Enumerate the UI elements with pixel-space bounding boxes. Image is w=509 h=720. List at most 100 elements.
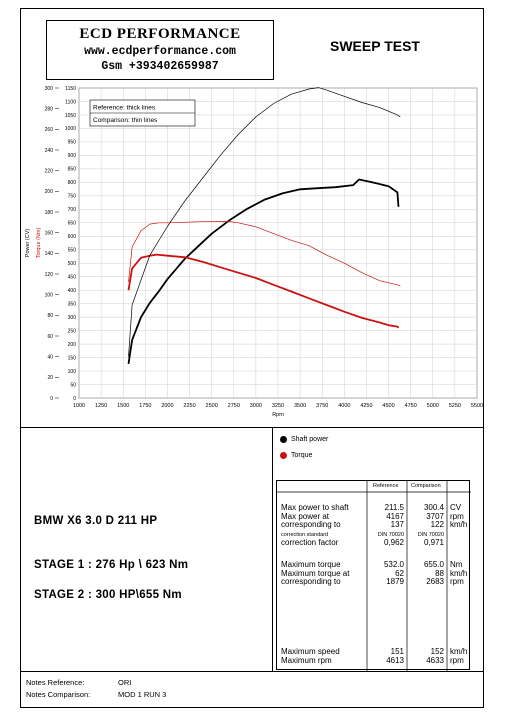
row-unit: km/h <box>450 520 468 529</box>
stage2-spec: STAGE 2 : 300 HP\655 Nm <box>34 589 182 601</box>
torque-axis-label: Torque (Nm) <box>36 228 42 259</box>
torque-tick-label: 700 <box>68 207 77 213</box>
annotation-reference: Reference: thick lines <box>93 105 156 112</box>
column-divider <box>272 427 273 671</box>
torque-tick-label: 750 <box>68 194 77 200</box>
torque-tick-label: 800 <box>68 180 77 186</box>
legend-torque-dot <box>280 452 287 459</box>
x-tick-label: 3750 <box>316 403 328 409</box>
x-tick-label: 1750 <box>139 403 151 409</box>
annotation-comparison: Comparison: thin lines <box>93 117 158 124</box>
row-unit: CV <box>450 503 462 512</box>
column-header-comparison: Comparison <box>411 483 441 489</box>
power-tick-label: 240 <box>45 148 54 154</box>
row-label: Maximum torque <box>281 560 341 569</box>
torque-tick-label: 1150 <box>65 86 76 92</box>
row-ref: DIN 70020 <box>377 532 404 538</box>
torque-tick-label: 650 <box>68 221 77 227</box>
x-tick-label: 3000 <box>250 403 262 409</box>
legend-torque-label: Torque <box>291 452 313 459</box>
power-tick-label: 140 <box>45 251 54 257</box>
row-cmp: 152 <box>430 647 444 656</box>
row-label: Maximum rpm <box>281 655 332 665</box>
row-unit: km/h <box>450 647 468 656</box>
torque-tick-label: 850 <box>68 167 77 173</box>
torque-tick-label: 1100 <box>65 99 76 105</box>
column-header-reference: Reference <box>373 483 399 489</box>
report-frame <box>20 8 484 708</box>
reference-torque-line <box>127 253 400 329</box>
row-label: corresponding to <box>281 577 341 586</box>
row-label: correction factor <box>281 538 339 547</box>
torque-tick-label: 450 <box>68 274 77 280</box>
car-model: BMW X6 3.0 D 211 HP <box>34 515 158 527</box>
power-tick-label: 220 <box>45 168 54 174</box>
test-title: SWEEP TEST <box>330 38 420 54</box>
row-ref: 4613 <box>386 655 404 665</box>
power-tick-label: 120 <box>45 272 54 278</box>
power-tick-label: 200 <box>45 189 54 195</box>
torque-tick-label: 300 <box>68 315 77 321</box>
row-cmp: 4633 <box>426 655 444 665</box>
row-cmp: 0,971 <box>423 538 444 547</box>
notes-reference-value: ORI <box>118 678 132 687</box>
power-tick-label: 180 <box>45 210 54 216</box>
x-tick-label: 5500 <box>471 403 483 409</box>
row-ref: 151 <box>390 647 404 656</box>
x-tick-label: 4750 <box>405 403 417 409</box>
legend-shaft-dot <box>280 436 287 443</box>
table-grid <box>277 481 471 671</box>
section-divider <box>20 427 484 428</box>
torque-tick-label: 1000 <box>65 126 76 132</box>
row-label: corresponding to <box>281 520 341 529</box>
row-ref: 1879 <box>386 577 404 586</box>
row-label: Max power at <box>281 511 330 521</box>
x-tick-label: 4250 <box>360 403 372 409</box>
x-tick-label: 3250 <box>272 403 284 409</box>
legend-shaft-power: Shaft power <box>280 436 328 443</box>
x-tick-label: 1000 <box>73 403 85 409</box>
company-logo-box: ECD PERFORMANCE www.ecdperformance.com G… <box>46 20 274 80</box>
torque-tick-label: 100 <box>68 369 77 375</box>
notes-comparison-value: MOD 1 RUN 3 <box>118 690 167 699</box>
torque-tick-label: 900 <box>68 153 77 159</box>
row-cmp: 122 <box>430 520 444 529</box>
x-tick-label: 5250 <box>449 403 461 409</box>
row-cmp: 88 <box>435 568 444 578</box>
dyno-chart: 1000 1250 1500 1750 2000 2250 2500 2750 3000 3250… <box>25 86 483 418</box>
row-label: Max power to shaft <box>281 503 349 512</box>
power-tick-label: 40 <box>47 354 53 360</box>
row-ref: 0,962 <box>383 538 404 547</box>
legend-shaft-label: Shaft power <box>291 436 329 443</box>
row-ref: 211.5 <box>384 503 404 512</box>
comparison-torque-line <box>128 221 401 287</box>
row-unit: rpm <box>450 511 464 521</box>
row-ref: 62 <box>395 568 404 578</box>
power-tick-label: 60 <box>47 334 53 340</box>
power-tick-label: 0 <box>50 396 53 402</box>
x-tick-label: 4000 <box>338 403 350 409</box>
row-ref: 137 <box>390 520 404 529</box>
row-cmp: 2683 <box>426 577 444 586</box>
torque-tick-label: 500 <box>68 261 77 267</box>
company-phone: Gsm +393402659987 <box>101 60 219 73</box>
torque-tick-label: 350 <box>68 301 77 307</box>
row-cmp: DIN 70020 <box>417 532 444 538</box>
x-tick-label: 3500 <box>294 403 306 409</box>
company-website: www.ecdperformance.com <box>84 45 236 58</box>
torque-tick-label: 550 <box>68 248 77 254</box>
results-table: Reference Comparison Max power to shaft … <box>276 480 471 671</box>
x-tick-label: 1500 <box>117 403 129 409</box>
torque-tick-label: 200 <box>68 342 77 348</box>
row-unit: rpm <box>450 577 464 586</box>
power-axis-label: Power (CV) <box>25 229 31 258</box>
company-name: ECD PERFORMANCE <box>79 26 241 42</box>
row-label: Maximum speed <box>281 647 340 656</box>
row-cmp: 3707 <box>426 511 444 521</box>
x-tick-label: 4500 <box>382 403 394 409</box>
comparison-power-line <box>128 87 401 357</box>
power-tick-label: 20 <box>47 375 53 381</box>
torque-tick-label: 250 <box>68 328 77 334</box>
x-tick-label: 1250 <box>95 403 107 409</box>
x-tick-label: 2000 <box>161 403 173 409</box>
